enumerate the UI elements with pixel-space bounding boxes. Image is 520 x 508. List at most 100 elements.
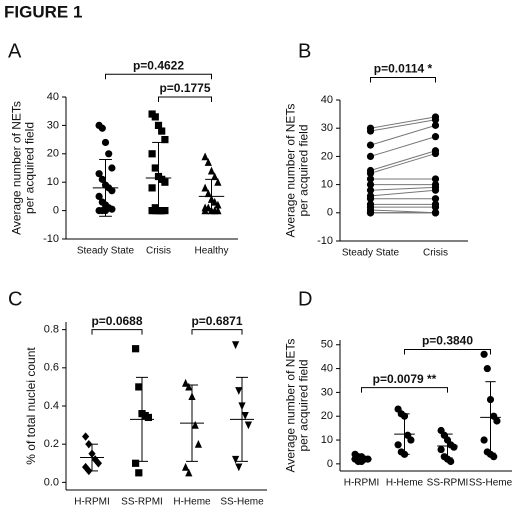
data-point xyxy=(154,121,163,129)
y-axis-label: Average number of NETs xyxy=(10,101,24,235)
data-point xyxy=(82,432,90,441)
data-point xyxy=(450,443,458,451)
data-point xyxy=(407,436,415,444)
data-point xyxy=(244,421,252,430)
data-point xyxy=(235,387,243,395)
data-point xyxy=(366,181,375,189)
p-value: p=0.3840 xyxy=(422,334,473,348)
y-axis-label: per acquired field xyxy=(23,122,37,214)
x-tick-label: SS-RPMI xyxy=(427,478,469,489)
data-point xyxy=(201,183,209,192)
y-tick-label: 30 xyxy=(321,386,333,398)
pair-line xyxy=(370,116,436,129)
y-tick-label: 20 xyxy=(321,410,333,422)
bracket xyxy=(404,349,491,355)
data-point xyxy=(431,133,440,141)
data-point xyxy=(151,113,159,121)
data-point xyxy=(101,138,110,147)
x-tick-label: H-Heme xyxy=(386,478,424,489)
data-point xyxy=(431,121,440,129)
y-axis-label: per acquired field xyxy=(297,359,311,451)
data-point xyxy=(191,420,199,429)
x-tick-label: H-RPMI xyxy=(74,497,110,508)
data-point xyxy=(144,413,152,422)
bracket xyxy=(91,329,143,335)
data-point xyxy=(483,364,491,373)
data-point xyxy=(214,200,222,209)
data-point xyxy=(431,116,440,124)
x-tick-label: H-Heme xyxy=(173,497,211,508)
pair-line xyxy=(370,119,436,132)
x-tick-label: Healthy xyxy=(195,246,229,257)
pair-line xyxy=(370,189,436,197)
data-point xyxy=(480,436,488,444)
p-value: p=0.0688 xyxy=(91,314,142,328)
y-tick-label: -10 xyxy=(317,235,333,247)
data-point xyxy=(214,206,222,215)
data-point xyxy=(194,439,202,448)
x-tick-label: SS-Heme xyxy=(220,497,264,508)
data-point xyxy=(480,350,488,358)
pair-line xyxy=(370,136,436,157)
y-tick-label: 0.6 xyxy=(44,362,59,374)
bracket xyxy=(361,387,448,393)
data-point xyxy=(161,136,169,144)
panel-label: B xyxy=(298,40,311,62)
figure-title: FIGURE 1 xyxy=(4,2,82,21)
y-tick-label: 10 xyxy=(47,176,59,188)
data-point xyxy=(394,441,402,449)
y-axis-label: Average number of NETs xyxy=(284,104,298,238)
y-tick-label: 20 xyxy=(47,148,59,160)
data-point xyxy=(232,341,240,350)
data-point xyxy=(94,459,102,468)
data-point xyxy=(158,207,166,215)
data-point xyxy=(490,453,498,461)
data-point xyxy=(98,124,106,132)
data-point xyxy=(366,127,375,135)
data-point xyxy=(211,172,219,181)
y-tick-label: 20 xyxy=(321,150,333,162)
data-point xyxy=(214,178,222,186)
data-point xyxy=(201,152,209,161)
y-tick-label: 0.0 xyxy=(44,476,59,488)
y-tick-label: 40 xyxy=(321,94,333,106)
p-value: p=0.0114 * xyxy=(374,62,433,76)
bracket xyxy=(191,329,243,335)
data-point xyxy=(366,175,375,183)
bracket xyxy=(105,73,212,80)
x-tick-label: SS-Heme xyxy=(469,478,513,489)
data-point xyxy=(185,468,193,477)
panel-label: C xyxy=(8,288,22,310)
data-point xyxy=(493,417,501,425)
bracket xyxy=(370,76,436,83)
pair-line xyxy=(370,150,436,171)
x-tick-label: Crisis xyxy=(423,248,448,259)
x-tick-label: H-RPMI xyxy=(344,478,380,489)
data-point xyxy=(431,209,440,217)
data-point xyxy=(161,178,169,186)
data-point xyxy=(366,209,375,217)
y-tick-label: 10 xyxy=(321,179,333,191)
p-value: p=0.6871 xyxy=(191,314,242,328)
data-point xyxy=(204,189,212,198)
y-tick-label: 0.4 xyxy=(44,400,59,412)
data-point xyxy=(235,463,243,472)
data-point xyxy=(201,206,209,215)
pair-line xyxy=(370,186,436,191)
data-point xyxy=(431,175,440,183)
y-tick-label: 30 xyxy=(321,122,333,134)
data-point xyxy=(105,150,113,158)
data-point xyxy=(108,187,116,195)
x-tick-label: SS-RPMI xyxy=(121,497,163,508)
y-tick-label: 10 xyxy=(321,434,333,446)
data-point xyxy=(241,411,249,420)
y-tick-label: 40 xyxy=(47,91,59,103)
data-point xyxy=(95,170,103,178)
data-point xyxy=(182,462,190,471)
data-point xyxy=(108,205,116,213)
data-point xyxy=(211,197,219,206)
data-point xyxy=(431,195,440,203)
p-value: p=0.1775 xyxy=(159,81,210,95)
data-point xyxy=(447,457,455,466)
